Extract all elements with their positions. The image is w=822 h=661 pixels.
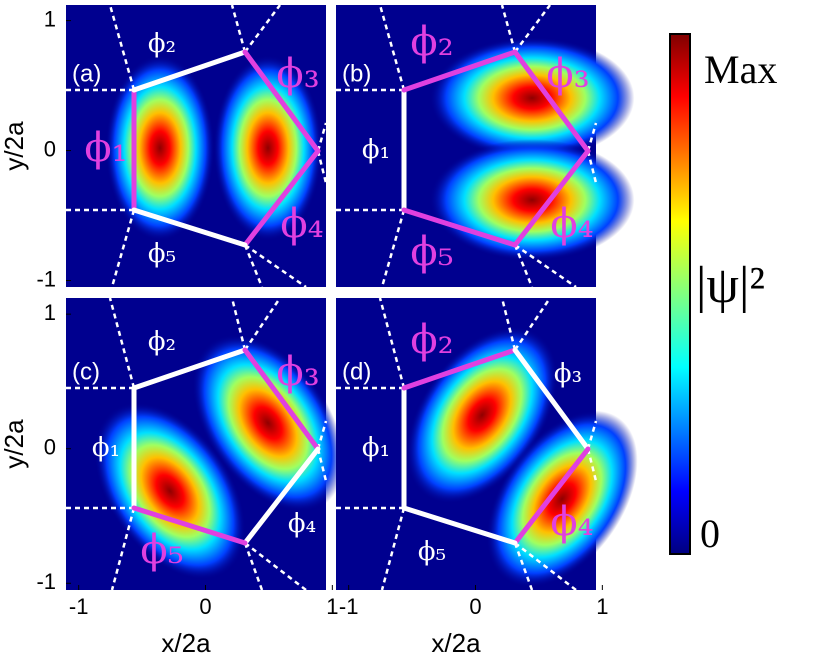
y-axis-label: y/2a — [0, 419, 29, 469]
region-label: ϕ₁ — [362, 135, 390, 165]
density-lobe — [429, 37, 635, 159]
panel: ϕ₁ ϕ₂ ϕ₃ ϕ₄ ϕ₅ (c) — [66, 297, 344, 591]
region-boundary — [108, 297, 136, 389]
region-label: ϕ₅ — [410, 229, 453, 275]
region-boundary — [380, 209, 406, 288]
region-boundary — [500, 4, 517, 53]
density-lobe — [429, 139, 635, 261]
region-label: ϕ₅ — [140, 527, 183, 573]
region-label: ϕ₂ — [148, 327, 176, 357]
region-boundary — [378, 4, 406, 91]
pentagon-edge — [242, 347, 321, 452]
region-label: ϕ₄ — [550, 201, 593, 247]
x-axis-label: x/2a — [431, 628, 481, 658]
region-label: ϕ₁ — [92, 433, 120, 463]
region-boundary — [586, 420, 598, 450]
pentagon-edge — [512, 347, 591, 452]
colorbar-min: 0 — [700, 511, 720, 556]
region-label: ϕ₃ — [276, 349, 319, 395]
region-boundary — [514, 243, 577, 289]
region-boundary — [513, 4, 552, 53]
region-boundary — [244, 542, 307, 591]
region-label: ϕ₄ — [550, 499, 593, 545]
region-boundary — [230, 4, 247, 53]
region-boundary — [316, 448, 328, 482]
pentagon-edge — [512, 148, 591, 248]
panel: ϕ₁ ϕ₂ ϕ₃ ϕ₄ ϕ₅ (d) — [336, 297, 638, 591]
density-lobe — [213, 55, 323, 241]
pentagon-edge — [401, 207, 518, 248]
region-label: ϕ₂ — [410, 317, 453, 363]
y-tick-label: -1 — [36, 569, 56, 594]
y-axis-label: y/2a — [0, 121, 29, 171]
x-tick-label: 1 — [596, 594, 608, 619]
region-label: ϕ₄ — [280, 201, 323, 247]
panel: ϕ₁ ϕ₂ ϕ₃ ϕ₄ ϕ₅ (b) — [336, 4, 635, 289]
region-boundary — [586, 448, 598, 482]
panel-label: (a) — [72, 60, 101, 87]
colorbar-max: Max — [704, 47, 777, 92]
region-label: ϕ₃ — [276, 51, 319, 97]
density-lobe — [486, 410, 638, 588]
y-tick-label: 0 — [44, 136, 56, 161]
pentagon-edge — [131, 207, 248, 248]
region-boundary — [378, 297, 406, 389]
region-boundary — [513, 244, 534, 288]
colorbar — [669, 33, 691, 555]
x-tick-label: 0 — [199, 594, 211, 619]
pentagon-edge — [242, 446, 321, 546]
region-boundary — [586, 150, 598, 184]
x-tick-label: -1 — [69, 594, 89, 619]
colorbar-label: |ψ|² — [696, 257, 765, 314]
pentagon-edge — [131, 505, 248, 546]
pentagon-edge — [512, 49, 591, 154]
region-label: ϕ₂ — [148, 29, 176, 59]
panel-label: (d) — [342, 358, 371, 385]
region-label: ϕ₃ — [546, 51, 589, 97]
region-boundary — [243, 4, 282, 53]
pentagon-edge — [401, 49, 518, 93]
region-label: ϕ₅ — [148, 239, 176, 269]
region-boundary — [243, 297, 282, 351]
region-boundary — [110, 209, 136, 288]
x-tick-label: -1 — [339, 594, 359, 619]
region-label: ϕ₁ — [84, 125, 127, 171]
panel-label: (c) — [72, 358, 100, 385]
region-label: ϕ₅ — [418, 537, 446, 567]
pentagon-edge — [131, 347, 248, 391]
pentagon-edge — [242, 148, 321, 248]
pentagon-edge — [131, 49, 248, 93]
y-tick-label: -1 — [36, 266, 56, 291]
pentagon-edge — [401, 505, 518, 546]
region-label: ϕ₁ — [362, 433, 390, 463]
y-tick-label: 1 — [44, 6, 56, 31]
y-tick-label: 1 — [44, 300, 56, 325]
region-boundary — [514, 542, 577, 591]
region-boundary — [316, 150, 328, 184]
region-boundary — [244, 243, 307, 289]
pentagon-edge — [512, 446, 591, 546]
x-axis-label: x/2a — [161, 628, 211, 658]
pentagon-edge — [401, 347, 518, 391]
y-tick-label: 0 — [44, 435, 56, 460]
region-boundary — [316, 122, 328, 152]
region-label: ϕ₄ — [288, 509, 316, 539]
panel: ϕ₁ ϕ₂ ϕ₃ ϕ₄ ϕ₅ (a) — [66, 4, 328, 289]
region-boundary — [108, 4, 136, 91]
panel-label: (b) — [342, 60, 371, 87]
region-boundary — [243, 244, 264, 288]
pentagon-edge — [242, 49, 321, 154]
region-label: ϕ₃ — [554, 359, 582, 389]
region-label: ϕ₂ — [410, 19, 453, 65]
region-boundary — [513, 297, 552, 351]
region-boundary — [316, 420, 328, 450]
region-boundary — [586, 122, 598, 152]
x-tick-label: 1 — [326, 594, 338, 619]
x-tick-label: 0 — [469, 594, 481, 619]
